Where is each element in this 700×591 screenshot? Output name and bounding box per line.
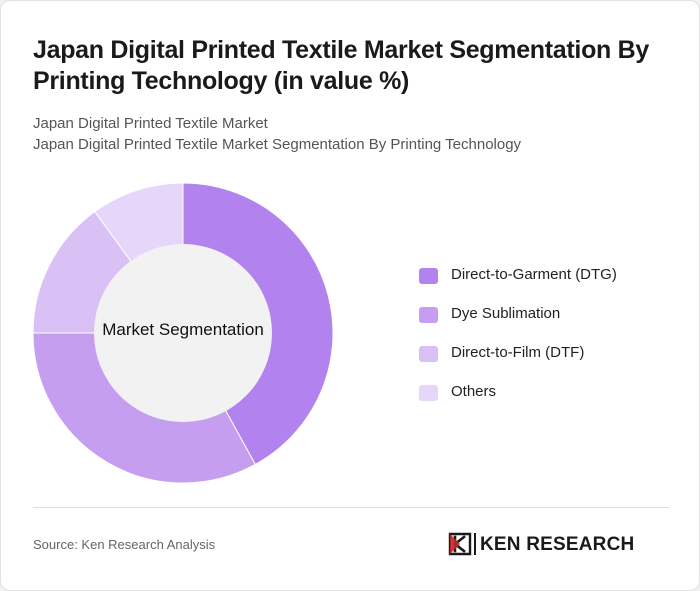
ken-research-logo-mark-icon — [448, 532, 472, 556]
legend-label: Dye Sublimation — [451, 305, 561, 322]
logo-text: KEN RESEARCH — [480, 534, 635, 555]
source-note: Source: Ken Research Analysis — [33, 537, 216, 552]
chart-subtitle-segmentation: Japan Digital Printed Textile Market Seg… — [33, 136, 522, 153]
chart-title: Japan Digital Printed Textile Market Seg… — [33, 36, 650, 95]
legend-swatch — [419, 385, 438, 401]
legend-swatch — [419, 346, 438, 362]
legend-swatch — [419, 268, 438, 284]
legend-label: Direct-to-Garment (DTG) — [451, 266, 617, 283]
logo-divider — [474, 533, 476, 555]
legend-label: Others — [451, 383, 497, 400]
chart-subtitle-market: Japan Digital Printed Textile Market — [33, 115, 268, 132]
donut-hole — [94, 244, 272, 422]
legend-swatch — [419, 307, 438, 323]
footer-divider — [33, 507, 669, 508]
legend-label: Direct-to-Film (DTF) — [451, 344, 585, 361]
donut-center-label: Market Segmentation — [102, 320, 264, 339]
donut-chart — [32, 182, 334, 484]
